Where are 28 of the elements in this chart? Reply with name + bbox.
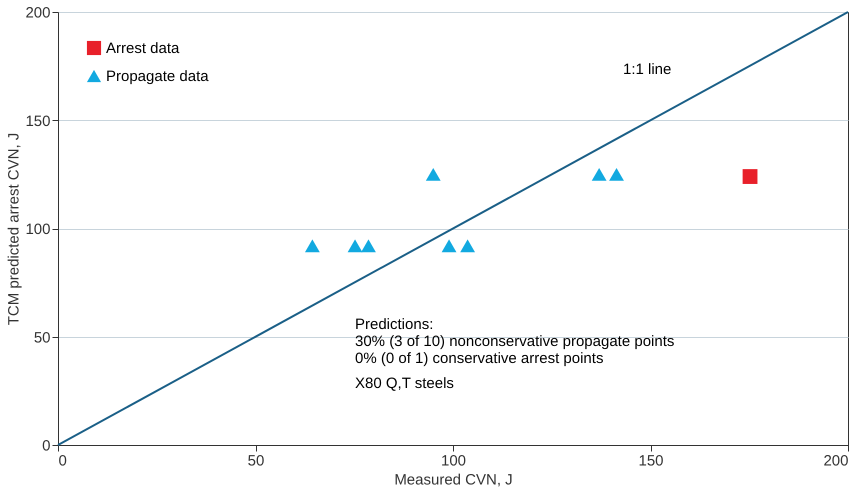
annotation: X80 Q,T steels <box>355 375 454 392</box>
x-tick-label: 100 <box>440 452 466 470</box>
annotation: 1:1 line <box>623 61 672 78</box>
point <box>361 239 376 252</box>
y-tick-label: 150 <box>25 112 50 130</box>
point <box>304 239 320 252</box>
x-tick-label: 50 <box>248 452 264 470</box>
legend-label: Propagate data <box>106 68 210 85</box>
point <box>442 239 456 252</box>
x-axis-title: Measured CVN, J <box>394 472 513 488</box>
point <box>592 168 607 181</box>
point <box>609 168 624 181</box>
legend-label: Arrest data <box>106 40 180 57</box>
point <box>460 239 476 252</box>
y-tick-label: 0 <box>42 438 50 454</box>
y-tick-label: 200 <box>25 4 50 22</box>
x-tick-label: 0 <box>58 452 67 470</box>
x-tick-label: 150 <box>638 452 664 470</box>
annotation: 30% (3 of 10) nonconservative propagate points <box>355 333 674 350</box>
point <box>348 239 362 252</box>
annotation: Predictions: <box>355 316 434 333</box>
x-tick-label: 200 <box>823 452 848 470</box>
annotation: 0% (0 of 1) conservative arrest points <box>355 350 604 367</box>
y-tick-label: 50 <box>34 329 50 346</box>
y-axis-title: TCM predicted arrest CVN, J <box>5 132 22 326</box>
point <box>742 169 758 184</box>
point <box>426 168 441 181</box>
y-tick-label: 100 <box>25 221 50 238</box>
